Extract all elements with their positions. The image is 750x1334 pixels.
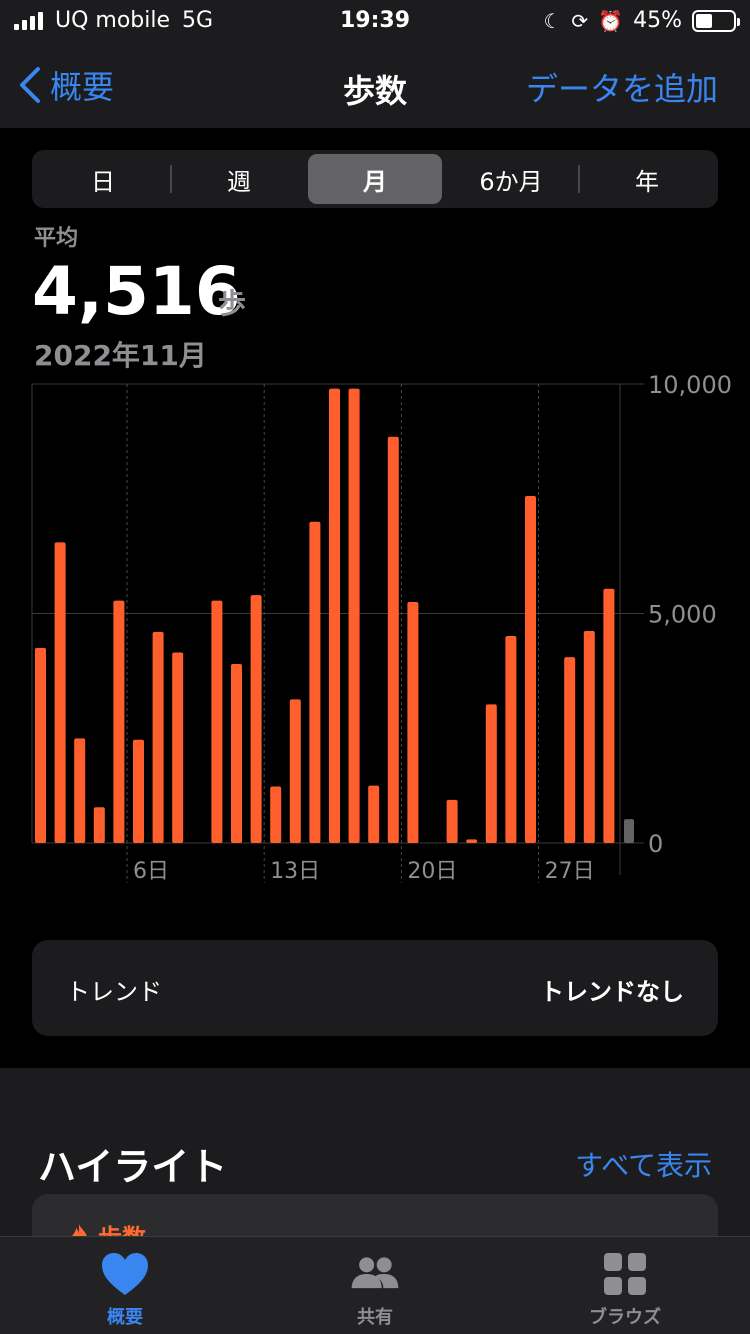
- period-segmented-control: 日 週 月 6か月 年: [32, 150, 718, 208]
- orientation-lock-icon: ⟳: [571, 8, 589, 33]
- chart-bar: [583, 630, 595, 843]
- chart-bar: [348, 388, 360, 843]
- x-tick-label: 27日: [545, 859, 595, 884]
- segment-month[interactable]: 月: [308, 154, 442, 204]
- moon-icon: ☾: [543, 8, 562, 33]
- battery-icon: [692, 9, 740, 32]
- network-type: 5G: [182, 8, 214, 33]
- grid-icon: [604, 1253, 646, 1295]
- trend-value: トレンドなし: [540, 978, 684, 1006]
- period-date: 2022年11月: [34, 339, 207, 372]
- chart-bar: [250, 595, 262, 843]
- status-left: UQ mobile 5G: [14, 8, 213, 33]
- tab-bar: 概要 共有 ブラウズ: [0, 1236, 750, 1334]
- y-tick-label: 5,000: [648, 601, 717, 629]
- chart-bar: [152, 631, 164, 843]
- people-icon: [351, 1257, 399, 1289]
- segment-divider: [170, 165, 172, 193]
- segment-year[interactable]: 年: [635, 167, 659, 196]
- status-right: ☾ ⟳ ⏰ 45%: [543, 8, 740, 33]
- x-tick-label: 13日: [270, 859, 320, 884]
- back-button-label: 概要: [50, 68, 115, 106]
- status-time: 19:39: [339, 8, 411, 33]
- segment-day[interactable]: 日: [91, 167, 115, 196]
- battery-level: [696, 13, 713, 28]
- chart-bar: [329, 388, 340, 843]
- status-bar: UQ mobile 5G 19:39 ☾ ⟳ ⏰ 45%: [0, 0, 750, 42]
- chart-bar: [446, 799, 458, 843]
- chart-bar: [113, 600, 125, 843]
- chart-bar: [368, 785, 380, 843]
- chart-bar: [407, 602, 419, 843]
- x-tick-label: 20日: [407, 859, 457, 884]
- chart-bar: [270, 786, 282, 843]
- chart-bar: [603, 588, 615, 843]
- chart-bar: [309, 521, 321, 843]
- segment-divider: [578, 165, 580, 193]
- tab-browse-label: ブラウズ: [589, 1307, 661, 1328]
- average-label: 平均: [34, 226, 79, 251]
- battery-percent: 45%: [633, 8, 682, 33]
- chevron-left-icon: [20, 67, 40, 103]
- carrier-name: UQ mobile: [55, 8, 171, 33]
- chart-bar: [74, 738, 86, 843]
- chart-bar: [387, 436, 399, 843]
- chart-svg: 10,000 5,000 0 6日 13日 20日 27日: [31, 371, 732, 884]
- chart-bar: [564, 657, 576, 843]
- show-all-button[interactable]: すべて表示: [575, 1149, 712, 1182]
- tab-browse[interactable]: ブラウズ: [500, 1237, 750, 1334]
- chart-bar-partial: [624, 819, 634, 843]
- chart-bar: [485, 704, 497, 843]
- alarm-icon: ⏰: [598, 8, 624, 33]
- average-value: 4,516: [32, 253, 241, 330]
- chart-bar: [231, 663, 242, 843]
- tab-summary-label: 概要: [107, 1307, 143, 1328]
- chart-bar: [133, 739, 144, 843]
- trend-card[interactable]: トレンド トレンドなし: [32, 940, 718, 1036]
- heart-icon: [102, 1253, 148, 1295]
- chart-bar: [35, 647, 46, 843]
- back-button[interactable]: 概要: [18, 62, 114, 108]
- tab-summary[interactable]: 概要: [0, 1237, 250, 1334]
- chart-bar: [93, 807, 105, 843]
- chart-bar: [289, 699, 301, 843]
- add-data-button[interactable]: データを追加: [525, 70, 718, 108]
- average-unit: 歩: [218, 287, 247, 320]
- y-tick-label: 0: [648, 830, 663, 858]
- tab-sharing[interactable]: 共有: [250, 1237, 500, 1334]
- chart-bar: [172, 652, 184, 843]
- navigation-bar: 概要 歩数 データを追加: [0, 42, 750, 128]
- chart-bar: [525, 495, 536, 843]
- segment-week[interactable]: 週: [227, 167, 251, 196]
- chart-bar: [54, 542, 66, 843]
- highlights-title: ハイライト: [38, 1145, 228, 1189]
- tab-sharing-label: 共有: [357, 1307, 393, 1328]
- trend-label: トレンド: [66, 978, 162, 1006]
- x-tick-label: 6日: [133, 859, 169, 884]
- chart-bar: [466, 839, 478, 843]
- segment-six-months[interactable]: 6か月: [479, 167, 543, 196]
- steps-bar-chart[interactable]: 10,000 5,000 0 6日 13日 20日 27日: [0, 370, 750, 890]
- y-tick-label: 10,000: [648, 371, 732, 399]
- chart-bar: [505, 635, 517, 843]
- signal-strength-icon: [14, 11, 43, 30]
- chart-bar: [211, 600, 223, 843]
